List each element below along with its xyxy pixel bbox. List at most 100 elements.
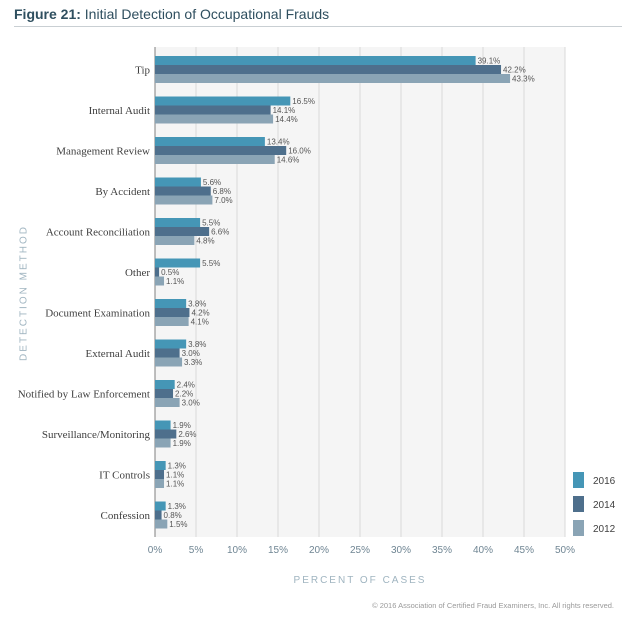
category-label: Notified by Law Enforcement (18, 389, 150, 401)
bar-2014 (155, 308, 190, 317)
data-label: 2.6% (178, 430, 196, 439)
data-label: 0.8% (164, 511, 182, 520)
data-label: 4.8% (196, 237, 214, 246)
data-label: 5.5% (202, 259, 220, 268)
bar-2012 (155, 155, 275, 164)
bar-2014 (155, 146, 287, 155)
data-label: 14.6% (277, 156, 300, 165)
bar-2012 (155, 398, 180, 407)
category-label: IT Controls (99, 470, 150, 482)
x-tick-label: 0% (148, 545, 163, 556)
bar-2014 (155, 348, 180, 358)
data-label: 1.3% (168, 462, 186, 471)
bar-2016 (155, 339, 187, 349)
data-label: 16.5% (292, 97, 315, 106)
bar-2012 (155, 357, 183, 367)
x-tick-label: 15% (268, 545, 288, 556)
bar-2016 (155, 461, 166, 470)
x-tick-label: 50% (555, 545, 575, 556)
data-label: 1.9% (173, 439, 191, 448)
bar-2016 (155, 420, 171, 430)
bar-2016 (155, 56, 476, 65)
bar-2012 (155, 276, 165, 286)
bar-2012 (155, 74, 511, 83)
data-label: 6.6% (211, 228, 229, 237)
bar-2012 (155, 114, 274, 124)
data-label: 1.1% (166, 471, 184, 480)
data-label: 1.1% (166, 480, 184, 489)
data-label: 13.4% (267, 138, 290, 147)
y-axis-label: DETECTION METHOD (18, 225, 30, 361)
x-tick-label: 35% (432, 545, 452, 556)
data-label: 1.1% (166, 277, 184, 286)
bar-2014 (155, 470, 165, 479)
bar-2016 (155, 380, 175, 389)
data-label: 14.4% (275, 115, 298, 124)
data-label: 6.8% (213, 187, 231, 196)
data-label: 4.1% (191, 318, 209, 327)
figure-title: Figure 21: Initial Detection of Occupati… (14, 6, 329, 22)
x-axis-label: PERCENT OF CASES (293, 575, 427, 586)
data-label: 16.0% (288, 147, 311, 156)
bar-2014 (155, 105, 271, 115)
legend-label: 2012 (593, 524, 616, 535)
data-label: 5.6% (203, 178, 221, 187)
category-label: Confession (101, 510, 151, 522)
data-label: 0.5% (161, 268, 179, 277)
bar-2016 (155, 258, 201, 268)
category-label: Other (125, 267, 150, 279)
category-label: Internal Audit (89, 105, 150, 117)
bar-2014 (155, 429, 177, 439)
category-label: Management Review (56, 146, 150, 158)
bar-2016 (155, 137, 265, 146)
data-label: 7.0% (214, 196, 232, 205)
data-label: 1.5% (169, 520, 187, 529)
x-tick-label: 25% (350, 545, 370, 556)
legend-swatch-2016 (573, 472, 584, 488)
bar-2014 (155, 227, 210, 236)
category-label: Account Reconciliation (46, 227, 151, 239)
bar-2014 (155, 510, 162, 520)
category-label: External Audit (86, 348, 150, 360)
data-label: 3.8% (188, 340, 206, 349)
data-label: 3.0% (182, 399, 200, 408)
data-label: 1.3% (168, 502, 186, 511)
category-label: Tip (135, 65, 150, 77)
bar-2016 (155, 218, 201, 227)
x-tick-label: 5% (189, 545, 204, 556)
data-label: 3.3% (184, 358, 202, 367)
bar-2016 (155, 177, 201, 187)
data-label: 2.2% (175, 390, 193, 399)
bar-2014 (155, 267, 160, 277)
category-label: Document Examination (45, 308, 150, 320)
bar-2012 (155, 519, 168, 529)
bar-2012 (155, 317, 189, 326)
title-divider (14, 26, 622, 27)
bar-2016 (155, 299, 187, 308)
bar-2014 (155, 389, 174, 398)
data-label: 43.3% (512, 75, 535, 84)
bar-2012 (155, 195, 213, 205)
x-tick-label: 40% (473, 545, 493, 556)
data-label: 5.5% (202, 219, 220, 228)
legend-label: 2016 (593, 476, 616, 487)
bar-2012 (155, 438, 171, 448)
copyright-footer: © 2016 Association of Certified Fraud Ex… (372, 601, 614, 610)
x-tick-label: 20% (309, 545, 329, 556)
category-label: Surveillance/Monitoring (42, 429, 151, 441)
figure-number: Figure 21: (14, 6, 81, 22)
category-label: By Accident (95, 186, 150, 198)
legend-swatch-2012 (573, 520, 584, 536)
bar-2012 (155, 479, 165, 488)
data-label: 2.4% (177, 381, 195, 390)
data-label: 3.8% (188, 300, 206, 309)
bar-2012 (155, 236, 195, 245)
x-tick-label: 30% (391, 545, 411, 556)
data-label: 42.2% (503, 66, 526, 75)
x-tick-label: 45% (514, 545, 534, 556)
data-label: 1.9% (173, 421, 191, 430)
data-label: 4.2% (191, 309, 209, 318)
bar-2016 (155, 501, 166, 511)
legend-swatch-2014 (573, 496, 584, 512)
bar-2014 (155, 186, 211, 196)
